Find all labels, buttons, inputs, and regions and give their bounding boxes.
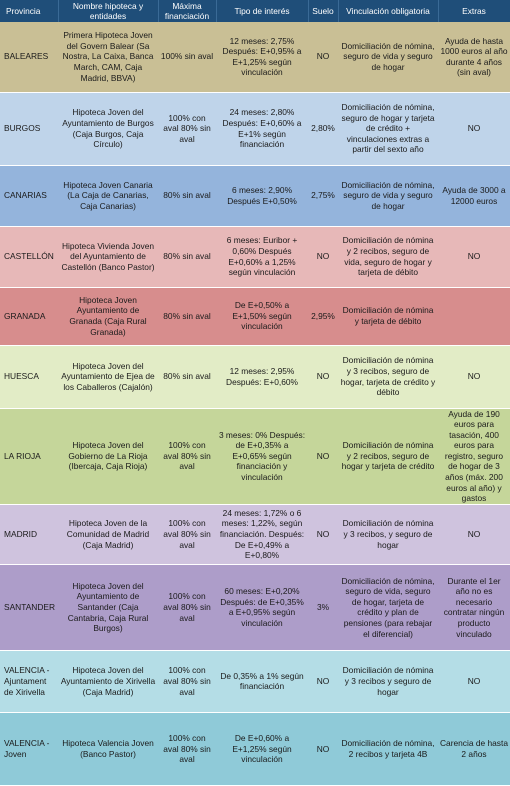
cell-tipo: De E+0,60% a E+1,25% según vinculación: [216, 712, 308, 786]
table-row: BALEARES Primera Hipoteca Joven del Gove…: [0, 22, 510, 93]
cell-vinculacion: Domiciliación de nómina y 3 recibos y se…: [338, 650, 438, 713]
cell-extras: NO: [438, 226, 510, 288]
cell-provincia: BALEARES: [0, 22, 58, 93]
cell-vinculacion: Domiciliación de nómina y 3 recibos, y s…: [338, 504, 438, 565]
cell-vinculacion: Domiciliación de nómina, seguro de hogar…: [338, 92, 438, 166]
cell-maxima: 100% con aval 80% sin aval: [158, 92, 216, 166]
cell-extras: NO: [438, 345, 510, 409]
cell-suelo: 2,75%: [308, 165, 338, 227]
cell-vinculacion: Domiciliación de nómina, 2 recibos y tar…: [338, 712, 438, 786]
cell-extras: Carencia de hasta 2 años: [438, 712, 510, 786]
table-row: GRANADA Hipoteca Joven Ayuntamiento de G…: [0, 287, 510, 346]
cell-vinculacion: Domiciliación de nómina, seguro de vida,…: [338, 564, 438, 651]
cell-maxima: 100% con aval 80% sin aval: [158, 504, 216, 565]
cell-provincia: CASTELLÓN: [0, 226, 58, 288]
cell-tipo: De 0,35% a 1% según financiación: [216, 650, 308, 713]
cell-suelo: NO: [308, 226, 338, 288]
cell-maxima: 100% con aval 80% sin aval: [158, 564, 216, 651]
cell-suelo: 2,95%: [308, 287, 338, 346]
cell-tipo: 60 meses: E+0,20% Después: de E+0,35% a …: [216, 564, 308, 651]
cell-suelo: NO: [308, 712, 338, 786]
header-tipo: Tipo de interés: [216, 0, 309, 22]
table-row: VALENCIA - Ajuntament de Xirivella Hipot…: [0, 650, 510, 713]
cell-tipo: 3 meses: 0% Después: de E+0,35% a E+0,65…: [216, 408, 308, 505]
cell-extras: NO: [438, 92, 510, 166]
cell-nombre: Hipoteca Joven del Ayuntamiento de Xiriv…: [58, 650, 158, 713]
header-extras: Extras: [438, 0, 510, 22]
cell-tipo: De E+0,50% a E+1,50% según vinculación: [216, 287, 308, 346]
table-row: CANARIAS Hipoteca Joven Canaria (La Caja…: [0, 165, 510, 227]
cell-maxima: 80% sin aval: [158, 165, 216, 227]
cell-extras: NO: [438, 504, 510, 565]
cell-extras: Ayuda de 190 euros para tasación, 400 eu…: [438, 408, 510, 505]
cell-provincia: VALENCIA - Ajuntament de Xirivella: [0, 650, 58, 713]
header-vinculacion: Vinculación obligatoria: [338, 0, 439, 22]
table-row: MADRID Hipoteca Joven de la Comunidad de…: [0, 504, 510, 565]
cell-provincia: HUESCA: [0, 345, 58, 409]
cell-vinculacion: Domiciliación de nómina, seguro de vida …: [338, 165, 438, 227]
table-row: SANTANDER Hipoteca Joven del Ayuntamient…: [0, 564, 510, 651]
cell-tipo: 6 meses: 2,90% Después E+0,50%: [216, 165, 308, 227]
cell-provincia: MADRID: [0, 504, 58, 565]
cell-tipo: 6 meses: Euribor + 0,60% Después E+0,60%…: [216, 226, 308, 288]
cell-suelo: NO: [308, 504, 338, 565]
header-nombre: Nombre hipoteca y entidades: [58, 0, 159, 22]
cell-maxima: 80% sin aval: [158, 287, 216, 346]
cell-tipo: 24 meses: 1,72% o 6 meses: 1,22%, según …: [216, 504, 308, 565]
cell-nombre: Hipoteca Joven del Ayuntamiento de Santa…: [58, 564, 158, 651]
cell-suelo: NO: [308, 408, 338, 505]
cell-provincia: LA RIOJA: [0, 408, 58, 505]
cell-provincia: GRANADA: [0, 287, 58, 346]
cell-nombre: Hipoteca Joven del Gobierno de La Rioja …: [58, 408, 158, 505]
cell-provincia: VALENCIA - Joven: [0, 712, 58, 786]
cell-extras: [438, 287, 510, 346]
cell-suelo: 2,80%: [308, 92, 338, 166]
cell-suelo: NO: [308, 345, 338, 409]
cell-maxima: 100% con aval 80% sin aval: [158, 650, 216, 713]
cell-vinculacion: Domiciliación de nómina, seguro de vida …: [338, 22, 438, 93]
cell-suelo: NO: [308, 650, 338, 713]
table-row: BURGOS Hipoteca Joven del Ayuntamiento d…: [0, 92, 510, 166]
cell-maxima: 100% sin aval: [158, 22, 216, 93]
cell-extras: Durante el 1er año no es necesario contr…: [438, 564, 510, 651]
cell-vinculacion: Domiciliación de nómina y 3 recibos, seg…: [338, 345, 438, 409]
cell-extras: Ayuda de 3000 a 12000 euros: [438, 165, 510, 227]
cell-nombre: Hipoteca Valencia Joven (Banco Pastor): [58, 712, 158, 786]
table-row: HUESCA Hipoteca Joven del Ayuntamiento d…: [0, 345, 510, 409]
cell-tipo: 12 meses: 2,95% Después: E+0,60%: [216, 345, 308, 409]
cell-suelo: 3%: [308, 564, 338, 651]
cell-nombre: Hipoteca Vivienda Joven del Ayuntamiento…: [58, 226, 158, 288]
cell-provincia: CANARIAS: [0, 165, 58, 227]
header-provincia: Provincia: [0, 0, 59, 22]
cell-vinculacion: Domiciliación de nómina y 2 recibos, seg…: [338, 408, 438, 505]
cell-maxima: 80% sin aval: [158, 226, 216, 288]
cell-nombre: Hipoteca Joven del Ayuntamiento de Ejea …: [58, 345, 158, 409]
cell-nombre: Primera Hipoteca Joven del Govern Balear…: [58, 22, 158, 93]
cell-vinculacion: Domiciliación de nómina y tarjeta de déb…: [338, 287, 438, 346]
cell-vinculacion: Domiciliación de nómina y 2 recibos, seg…: [338, 226, 438, 288]
cell-maxima: 100% con aval 80% sin aval: [158, 408, 216, 505]
header-maxima: Máxima financiación: [158, 0, 217, 22]
cell-tipo: 12 meses: 2,75% Después: E+0,95% a E+1,2…: [216, 22, 308, 93]
cell-suelo: NO: [308, 22, 338, 93]
cell-nombre: Hipoteca Joven Ayuntamiento de Granada (…: [58, 287, 158, 346]
cell-provincia: SANTANDER: [0, 564, 58, 651]
header-row: Provincia Nombre hipoteca y entidades Má…: [0, 0, 510, 22]
table-row: CASTELLÓN Hipoteca Vivienda Joven del Ay…: [0, 226, 510, 288]
header-suelo: Suelo: [308, 0, 339, 22]
cell-nombre: Hipoteca Joven Canaria (La Caja de Canar…: [58, 165, 158, 227]
cell-maxima: 80% sin aval: [158, 345, 216, 409]
cell-extras: Ayuda de hasta 1000 euros al año durante…: [438, 22, 510, 93]
cell-extras: NO: [438, 650, 510, 713]
cell-tipo: 24 meses: 2,80% Después: E+0,60% a E+1% …: [216, 92, 308, 166]
cell-nombre: Hipoteca Joven de la Comunidad de Madrid…: [58, 504, 158, 565]
cell-maxima: 100% con aval 80% sin aval: [158, 712, 216, 786]
cell-provincia: BURGOS: [0, 92, 58, 166]
table-row: VALENCIA - Joven Hipoteca Valencia Joven…: [0, 712, 510, 786]
cell-nombre: Hipoteca Joven del Ayuntamiento de Burgo…: [58, 92, 158, 166]
table-row: LA RIOJA Hipoteca Joven del Gobierno de …: [0, 408, 510, 505]
